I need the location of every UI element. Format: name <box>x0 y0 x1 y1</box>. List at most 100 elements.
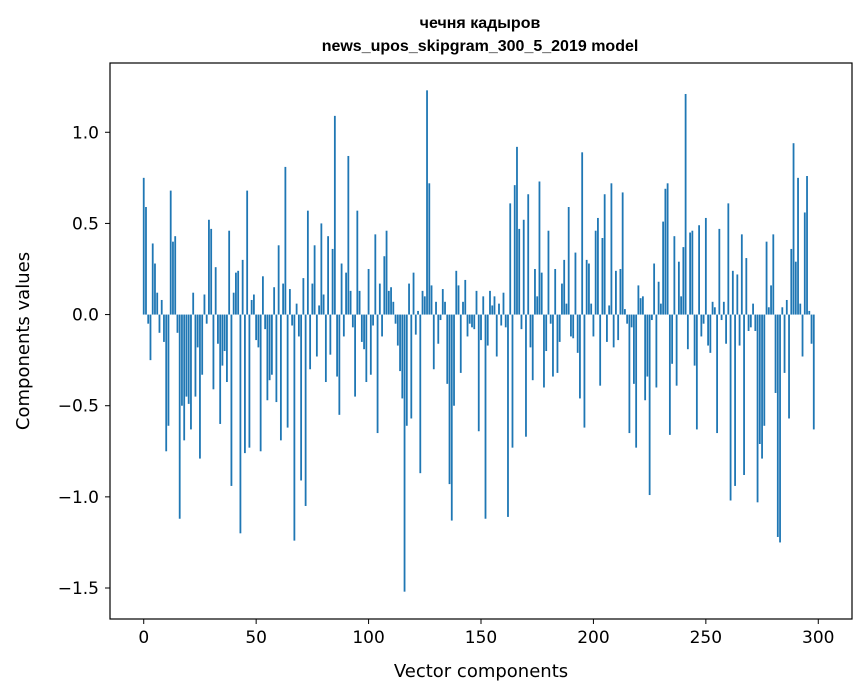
bar <box>293 314 296 541</box>
bar <box>745 258 748 315</box>
bar <box>729 314 732 501</box>
bar <box>507 314 509 517</box>
bar <box>304 314 307 506</box>
bar <box>441 289 444 315</box>
bar <box>466 314 469 337</box>
bar <box>248 314 251 448</box>
bar <box>342 314 345 337</box>
bar <box>700 314 703 337</box>
bar <box>284 166 287 315</box>
bar <box>376 314 379 434</box>
bar <box>212 314 215 390</box>
bar <box>525 314 527 437</box>
chart-title-line-2: news_upos_skipgram_300_5_2019 model <box>322 38 639 55</box>
bar <box>351 314 354 328</box>
bar <box>318 305 321 315</box>
bar <box>392 301 395 315</box>
bar <box>405 314 408 426</box>
bar <box>747 314 750 331</box>
bar <box>471 314 473 328</box>
bar <box>495 314 498 357</box>
bar <box>612 314 615 348</box>
bar <box>545 314 548 352</box>
bar <box>673 236 676 315</box>
bar <box>552 314 554 377</box>
bar <box>498 303 500 315</box>
bar <box>423 296 426 315</box>
bar <box>655 314 658 388</box>
bar <box>414 314 417 335</box>
bar <box>237 270 240 315</box>
y-tick-label: 0.0 <box>72 306 99 326</box>
bar <box>219 314 222 424</box>
x-tick-label: 50 <box>245 628 267 648</box>
bar <box>801 314 804 357</box>
bar <box>619 268 622 315</box>
bar <box>794 261 797 315</box>
bar <box>518 228 521 315</box>
bar <box>520 314 523 330</box>
bar <box>493 296 496 315</box>
bar <box>597 217 599 315</box>
bar <box>556 314 559 373</box>
bar <box>365 314 368 383</box>
bar <box>253 294 255 315</box>
bar <box>626 314 629 324</box>
bar <box>808 310 811 315</box>
bar <box>698 225 700 315</box>
y-tick-label: 1.0 <box>72 123 99 143</box>
x-tick-label: 300 <box>802 628 834 648</box>
bar <box>302 278 305 315</box>
bar <box>659 303 662 315</box>
bar <box>381 314 383 337</box>
bar <box>383 256 386 315</box>
bar <box>574 252 577 315</box>
bar <box>785 299 788 315</box>
bar <box>291 314 294 326</box>
bar <box>540 272 543 315</box>
bar <box>210 228 213 315</box>
bar <box>486 314 489 346</box>
bar <box>176 314 179 333</box>
bar <box>781 307 784 315</box>
bar <box>172 241 174 315</box>
bar <box>599 314 602 386</box>
bar <box>779 314 781 543</box>
bar <box>378 283 381 315</box>
bar <box>713 307 716 315</box>
x-tick-label: 150 <box>465 628 497 648</box>
bar <box>671 314 674 364</box>
bar <box>504 314 507 328</box>
bar <box>588 263 590 315</box>
bar <box>770 285 772 315</box>
bar <box>275 314 278 403</box>
bar <box>356 210 359 315</box>
bar <box>549 314 552 324</box>
bar <box>446 314 449 384</box>
bar <box>192 292 195 315</box>
bar <box>165 314 168 452</box>
bar <box>221 314 224 366</box>
bar <box>576 314 579 353</box>
bar <box>543 314 545 388</box>
bar <box>331 248 334 315</box>
bar <box>279 314 282 441</box>
bar <box>394 314 397 324</box>
bar <box>322 294 325 315</box>
bar <box>196 314 199 348</box>
y-tick-label: −1.0 <box>58 488 99 508</box>
bar <box>657 281 660 315</box>
bar <box>783 314 786 373</box>
bar <box>226 314 228 383</box>
bar <box>455 270 458 315</box>
bar <box>653 263 656 315</box>
bar <box>349 290 352 315</box>
bar <box>390 287 392 315</box>
bar <box>439 314 442 321</box>
bar <box>594 230 597 315</box>
bar <box>401 314 404 399</box>
bar <box>410 314 413 419</box>
bar <box>286 314 289 428</box>
bar <box>262 276 264 315</box>
